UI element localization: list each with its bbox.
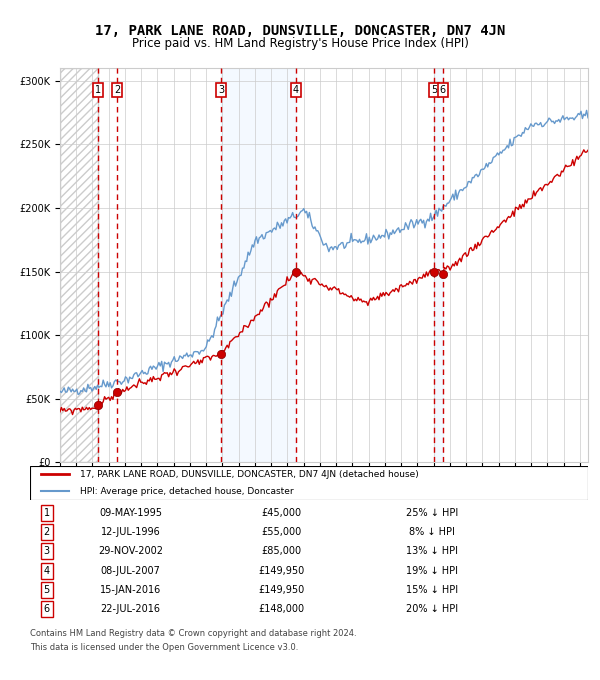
Text: 1: 1 bbox=[44, 508, 50, 518]
Text: 17, PARK LANE ROAD, DUNSVILLE, DONCASTER, DN7 4JN: 17, PARK LANE ROAD, DUNSVILLE, DONCASTER… bbox=[95, 24, 505, 38]
Text: Contains HM Land Registry data © Crown copyright and database right 2024.: Contains HM Land Registry data © Crown c… bbox=[30, 629, 356, 638]
Bar bbox=[60, 68, 98, 462]
Text: 12-JUL-1996: 12-JUL-1996 bbox=[101, 527, 160, 537]
Text: £85,000: £85,000 bbox=[261, 546, 301, 556]
Text: 25% ↓ HPI: 25% ↓ HPI bbox=[406, 508, 458, 518]
Text: 5: 5 bbox=[44, 585, 50, 595]
Text: 29-NOV-2002: 29-NOV-2002 bbox=[98, 546, 163, 556]
Text: 3: 3 bbox=[218, 85, 224, 95]
Text: 19% ↓ HPI: 19% ↓ HPI bbox=[406, 566, 458, 576]
Text: 4: 4 bbox=[293, 85, 299, 95]
Text: 08-JUL-2007: 08-JUL-2007 bbox=[101, 566, 160, 576]
Text: £149,950: £149,950 bbox=[258, 585, 304, 595]
Text: HPI: Average price, detached house, Doncaster: HPI: Average price, detached house, Donc… bbox=[80, 487, 294, 496]
Text: 09-MAY-1995: 09-MAY-1995 bbox=[99, 508, 162, 518]
Text: 2: 2 bbox=[114, 85, 121, 95]
Text: 22-JUL-2016: 22-JUL-2016 bbox=[100, 604, 160, 614]
Text: 1: 1 bbox=[95, 85, 101, 95]
Text: 17, PARK LANE ROAD, DUNSVILLE, DONCASTER, DN7 4JN (detached house): 17, PARK LANE ROAD, DUNSVILLE, DONCASTER… bbox=[80, 470, 419, 479]
Bar bbox=[221, 68, 296, 462]
Text: £149,950: £149,950 bbox=[258, 566, 304, 576]
Bar bbox=[434, 68, 443, 462]
Text: 8% ↓ HPI: 8% ↓ HPI bbox=[409, 527, 455, 537]
Text: 5: 5 bbox=[431, 85, 437, 95]
Text: 20% ↓ HPI: 20% ↓ HPI bbox=[406, 604, 458, 614]
Text: 2: 2 bbox=[44, 527, 50, 537]
Text: 6: 6 bbox=[440, 85, 446, 95]
FancyBboxPatch shape bbox=[30, 466, 588, 500]
Text: £55,000: £55,000 bbox=[261, 527, 301, 537]
Text: 6: 6 bbox=[44, 604, 50, 614]
Text: 4: 4 bbox=[44, 566, 50, 576]
Text: 13% ↓ HPI: 13% ↓ HPI bbox=[406, 546, 458, 556]
Text: 15% ↓ HPI: 15% ↓ HPI bbox=[406, 585, 458, 595]
Text: This data is licensed under the Open Government Licence v3.0.: This data is licensed under the Open Gov… bbox=[30, 643, 298, 651]
Text: £148,000: £148,000 bbox=[258, 604, 304, 614]
Text: 3: 3 bbox=[44, 546, 50, 556]
Text: 15-JAN-2016: 15-JAN-2016 bbox=[100, 585, 161, 595]
Text: £45,000: £45,000 bbox=[261, 508, 301, 518]
Text: Price paid vs. HM Land Registry's House Price Index (HPI): Price paid vs. HM Land Registry's House … bbox=[131, 37, 469, 50]
